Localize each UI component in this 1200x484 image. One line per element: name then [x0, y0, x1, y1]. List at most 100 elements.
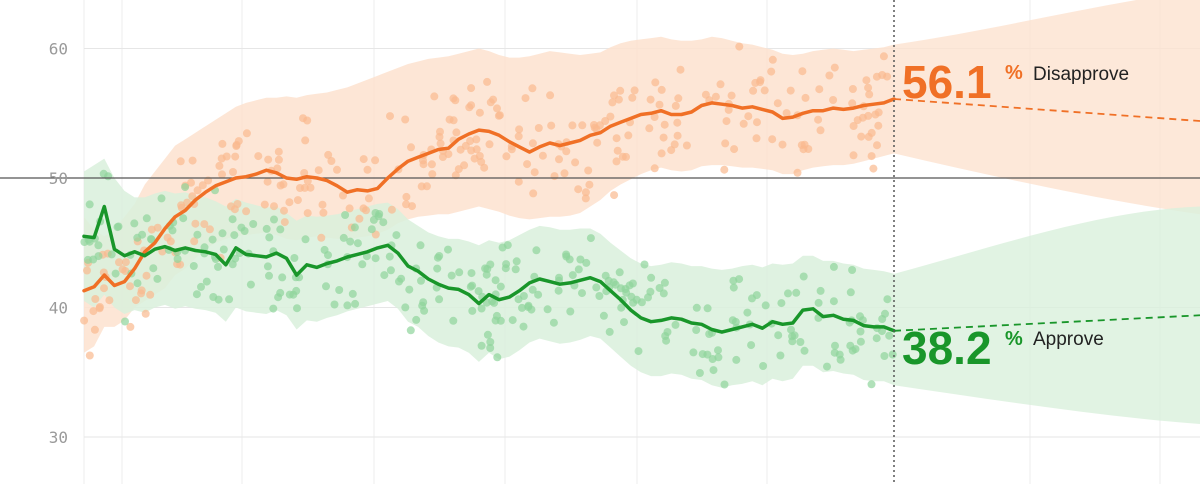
- y-tick-label: 60: [49, 40, 68, 59]
- disapprove-poll-dot: [131, 296, 140, 305]
- disapprove-poll-dot: [142, 271, 151, 280]
- approve-projection-line: [893, 314, 1200, 332]
- approve-poll-dot: [800, 346, 809, 355]
- disapprove-label: 56.1 % Disapprove: [902, 56, 1129, 108]
- projection-bands: [894, 0, 1200, 425]
- disapprove-poll-dot: [601, 117, 610, 125]
- disapprove-poll-dot: [618, 152, 627, 161]
- disapprove-poll-dot: [137, 286, 146, 295]
- approve-poll-dot: [512, 257, 521, 266]
- disapprove-poll-dot: [878, 71, 887, 79]
- approve-poll-dot: [881, 309, 889, 318]
- disapprove-poll-dot: [279, 180, 288, 189]
- disapprove-poll-dot: [188, 156, 197, 165]
- approve-poll-dot: [578, 289, 586, 298]
- approve-poll-dot: [192, 290, 201, 299]
- disapprove-poll-dot: [95, 303, 104, 311]
- approve-poll-dot: [592, 283, 601, 292]
- approve-poll-dot: [647, 273, 656, 282]
- disapprove-poll-dot: [386, 112, 394, 121]
- y-tick-label: 50: [49, 169, 68, 188]
- disapprove-poll-dot: [494, 111, 503, 120]
- approve-poll-dot: [320, 245, 329, 254]
- approve-poll-dot: [395, 277, 403, 286]
- disapprove-poll-dot: [217, 154, 226, 163]
- approve-poll-dot: [605, 327, 614, 336]
- disapprove-poll-dot: [445, 115, 454, 124]
- approve-poll-dot: [181, 183, 190, 192]
- approve-poll-dot: [447, 271, 456, 280]
- disapprove-poll-dot: [657, 149, 666, 158]
- approve-poll-dot: [659, 289, 668, 298]
- approve-poll-dot: [689, 348, 698, 357]
- disapprove-poll-dot: [121, 258, 130, 267]
- approve-poll-dot: [777, 299, 786, 308]
- disapprove-poll-dot: [327, 157, 336, 165]
- disapprove-poll-dot: [472, 135, 481, 144]
- approve-poll-dot: [831, 341, 839, 350]
- disapprove-poll-dot: [534, 124, 543, 132]
- disapprove-poll-dot: [436, 139, 445, 148]
- approve-poll-dot: [276, 225, 285, 234]
- disapprove-poll-dot: [724, 105, 733, 114]
- disapprove-poll-dot: [848, 99, 857, 108]
- approve-percent-sign: %: [1005, 328, 1023, 350]
- disapprove-poll-dot: [657, 85, 666, 94]
- disapprove-poll-dot: [83, 266, 91, 275]
- approve-poll-dot: [237, 223, 246, 232]
- approve-poll-dot: [576, 255, 585, 264]
- disapprove-poll-dot: [242, 129, 251, 138]
- approve-poll-dot: [703, 304, 712, 313]
- disapprove-poll-dot: [126, 322, 135, 331]
- disapprove-poll-dot: [753, 118, 761, 127]
- approve-poll-dot: [761, 301, 770, 310]
- disapprove-poll-dot: [430, 92, 439, 101]
- disapprove-poll-dot: [480, 163, 489, 172]
- approve-poll-dot: [444, 245, 452, 254]
- disapprove-poll-dot: [466, 137, 475, 145]
- disapprove-poll-dot: [547, 121, 556, 130]
- approve-poll-dot: [386, 266, 395, 275]
- approve-poll-dot: [420, 306, 429, 315]
- disapprove-poll-dot: [721, 139, 730, 148]
- approve-poll-dot: [85, 200, 94, 209]
- disapprove-poll-dot: [146, 290, 155, 299]
- disapprove-poll-dot: [260, 200, 269, 209]
- disapprove-poll-dot: [613, 146, 622, 155]
- approve-poll-dot: [620, 318, 628, 327]
- disapprove-poll-dot: [402, 192, 411, 201]
- disapprove-poll-dot: [595, 121, 604, 130]
- disapprove-poll-dot: [227, 202, 235, 211]
- disapprove-percent-sign: %: [1005, 62, 1023, 84]
- approve-poll-dot: [412, 315, 421, 324]
- approve-poll-dot: [709, 366, 718, 375]
- disapprove-poll-dot: [574, 185, 583, 194]
- disapprove-poll-dot: [562, 147, 571, 156]
- approve-poll-dot: [433, 264, 442, 273]
- approve-poll-dot: [157, 194, 166, 203]
- disapprove-poll-dot: [730, 145, 739, 154]
- disapprove-poll-dot: [628, 93, 637, 102]
- disapprove-poll-dot: [333, 165, 341, 174]
- disapprove-poll-dot: [80, 316, 89, 325]
- disapprove-poll-dot: [232, 142, 241, 150]
- approve-poll-dot: [787, 325, 795, 334]
- disapprove-poll-dot: [752, 134, 761, 143]
- approve-poll-dot: [609, 278, 618, 287]
- disapprove-poll-dot: [560, 169, 569, 178]
- disapprove-poll-dot: [188, 192, 197, 201]
- disapprove-poll-dot: [242, 207, 251, 216]
- disapprove-poll-dot: [716, 80, 725, 89]
- disapprove-poll-dot: [760, 86, 769, 95]
- approve-poll-dot: [518, 303, 526, 312]
- approve-poll-dot: [554, 286, 563, 295]
- disapprove-poll-dot: [865, 90, 874, 99]
- disapprove-poll-dot: [475, 152, 484, 160]
- disapprove-poll-dot: [829, 96, 838, 104]
- disapprove-poll-dot: [483, 77, 492, 86]
- approve-poll-dot: [468, 306, 477, 315]
- approve-poll-dot: [486, 344, 495, 352]
- approve-poll-dot: [698, 350, 707, 359]
- approve-poll-dot: [405, 285, 414, 294]
- disapprove-poll-dot: [218, 170, 226, 179]
